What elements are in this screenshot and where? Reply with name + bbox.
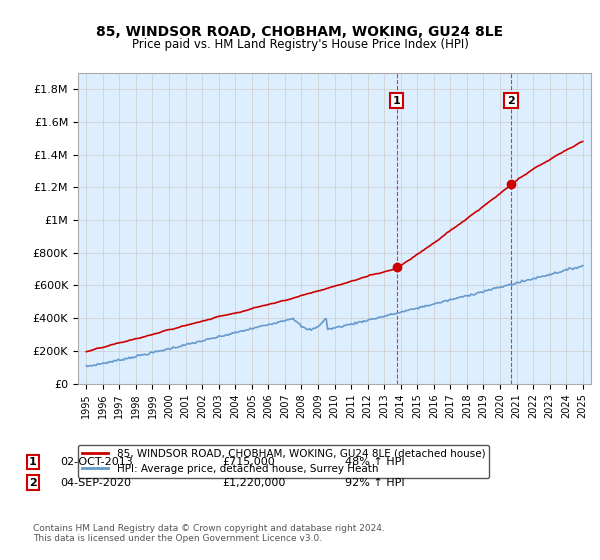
Text: Contains HM Land Registry data © Crown copyright and database right 2024.
This d: Contains HM Land Registry data © Crown c…	[33, 524, 385, 543]
Text: 2: 2	[507, 96, 515, 106]
Legend: 85, WINDSOR ROAD, CHOBHAM, WOKING, GU24 8LE (detached house), HPI: Average price: 85, WINDSOR ROAD, CHOBHAM, WOKING, GU24 …	[78, 445, 490, 478]
Text: Price paid vs. HM Land Registry's House Price Index (HPI): Price paid vs. HM Land Registry's House …	[131, 38, 469, 51]
Text: 85, WINDSOR ROAD, CHOBHAM, WOKING, GU24 8LE: 85, WINDSOR ROAD, CHOBHAM, WOKING, GU24 …	[97, 25, 503, 39]
Text: 04-SEP-2020: 04-SEP-2020	[60, 478, 131, 488]
Text: 48% ↑ HPI: 48% ↑ HPI	[345, 457, 404, 467]
Text: 1: 1	[392, 96, 400, 106]
Text: 1: 1	[29, 457, 37, 467]
Text: £715,000: £715,000	[222, 457, 275, 467]
Text: 2: 2	[29, 478, 37, 488]
Text: 92% ↑ HPI: 92% ↑ HPI	[345, 478, 404, 488]
Text: 02-OCT-2013: 02-OCT-2013	[60, 457, 133, 467]
Text: £1,220,000: £1,220,000	[222, 478, 286, 488]
